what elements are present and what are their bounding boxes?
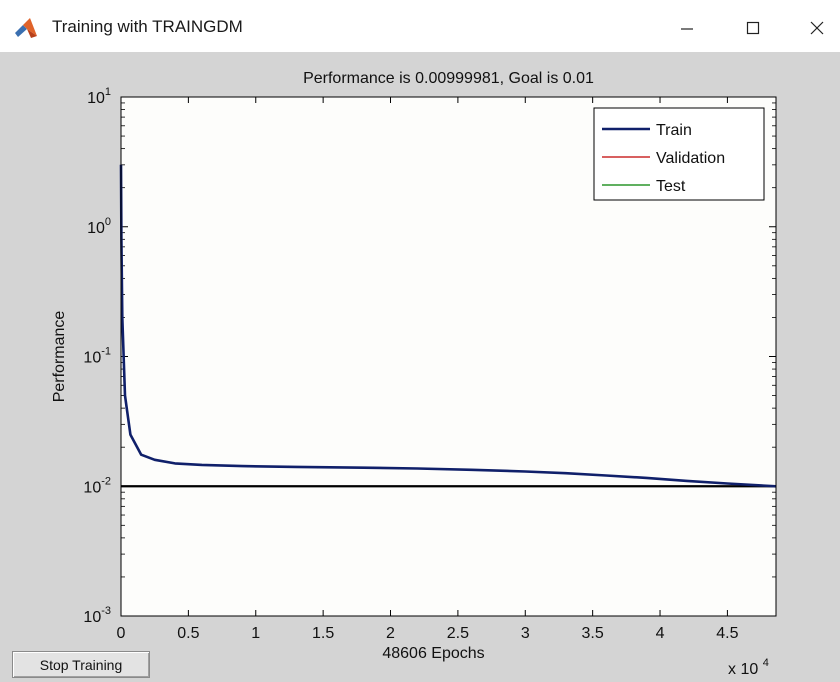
axes-frame xyxy=(120,96,777,617)
x-tick-label: 0.5 xyxy=(177,625,199,642)
x-tick-label: 1 xyxy=(251,625,260,642)
x-tick-label: 3.5 xyxy=(582,625,604,642)
performance-chart: Performance is 0.00999981, Goal is 0.01 0… xyxy=(51,70,777,678)
title-bar[interactable]: Training with TRAINGDM xyxy=(0,0,840,52)
chart-title: Performance is 0.00999981, Goal is 0.01 xyxy=(303,70,594,87)
x-tick-label: 2 xyxy=(386,625,395,642)
x-axis-label: 48606 Epochs xyxy=(382,645,484,662)
stop-training-button[interactable]: Stop Training xyxy=(12,651,150,678)
x-tick-label: 2.5 xyxy=(447,625,469,642)
minimize-icon xyxy=(681,28,693,30)
legend-label-train: Train xyxy=(656,122,692,139)
legend-label-validation: Validation xyxy=(656,150,725,167)
minimize-button[interactable] xyxy=(664,8,710,48)
legend: Train Validation Test xyxy=(593,107,765,201)
x-tick-label: 4.5 xyxy=(716,625,738,642)
legend-label-test: Test xyxy=(656,178,686,195)
maximize-button[interactable] xyxy=(730,8,776,48)
close-icon xyxy=(810,21,824,35)
y-axis-label: Performance xyxy=(51,311,68,403)
x-tick-label: 4 xyxy=(656,625,665,642)
close-button[interactable] xyxy=(794,8,840,48)
window-title: Training with TRAINGDM xyxy=(52,17,243,36)
x-tick-label: 0 xyxy=(117,625,126,642)
series-line-train xyxy=(119,164,777,488)
maximize-icon xyxy=(746,21,760,35)
y-tick-label: 100 xyxy=(87,216,111,237)
x-tick-label: 1.5 xyxy=(312,625,334,642)
x-tick-label: 3 xyxy=(521,625,530,642)
matlab-logo-icon xyxy=(15,18,37,38)
y-tick-label: 10-3 xyxy=(83,605,111,626)
y-tick-label: 10-2 xyxy=(83,475,111,496)
y-tick-label: 10-1 xyxy=(83,346,111,367)
x-axis-multiplier: x 10 4 xyxy=(728,657,769,678)
y-tick-label: 101 xyxy=(87,86,111,107)
